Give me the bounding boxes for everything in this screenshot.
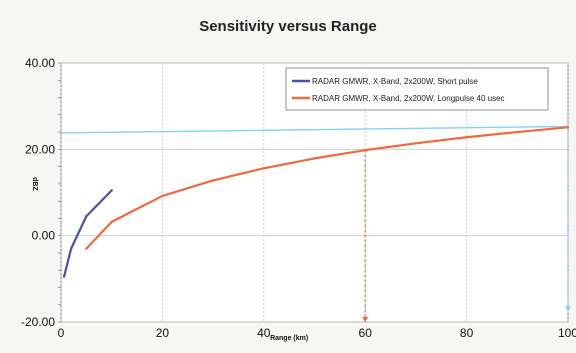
series-2-point [516, 130, 519, 134]
series-2-point [414, 142, 418, 145]
series-1-point [110, 189, 113, 192]
series-2-point [211, 179, 215, 182]
series-2-point [313, 157, 316, 160]
reference-arrowhead [565, 306, 571, 312]
reference-arrowhead [362, 317, 369, 322]
x-axis-label: Range (km) [270, 335, 308, 342]
series-line-1 [62, 189, 113, 277]
x-tick-label: 60 [359, 326, 373, 340]
legend-entry-2: RADAR GMWR, X-Band, 2x200W, Longpulse 40… [312, 94, 505, 103]
series-2-point [110, 220, 113, 224]
y-tick-label: -20.00 [21, 315, 55, 329]
series-2-point [566, 126, 570, 129]
series-2-point [465, 136, 468, 139]
y-tick-label: 20.00 [25, 142, 55, 156]
x-tick-label: 20 [156, 326, 170, 340]
series-2-point [364, 148, 367, 152]
x-tick-label: 0 [58, 326, 65, 340]
series-1-point [69, 247, 73, 250]
series-1-point [62, 275, 66, 278]
x-tick-label: 80 [460, 326, 474, 340]
reference-line-sloped [60, 125, 569, 134]
legend-box [285, 67, 549, 111]
series-1-point [85, 215, 88, 218]
series-2-point [85, 247, 88, 250]
x-tick-label: 40 [257, 326, 271, 340]
legend-entry-1: RADAR GMWR, X-Band, 2x200W, Short pulse [312, 77, 478, 86]
x-tick-label: 100 [558, 326, 576, 340]
y-axis-label: dBZ [31, 177, 38, 191]
y-tick-label: 40.00 [25, 56, 55, 70]
series-2-point [161, 194, 164, 198]
chart-title: Sensitivity versus Range [199, 18, 377, 35]
y-tick-label: 0.00 [32, 229, 56, 243]
series-2-point [262, 167, 265, 170]
